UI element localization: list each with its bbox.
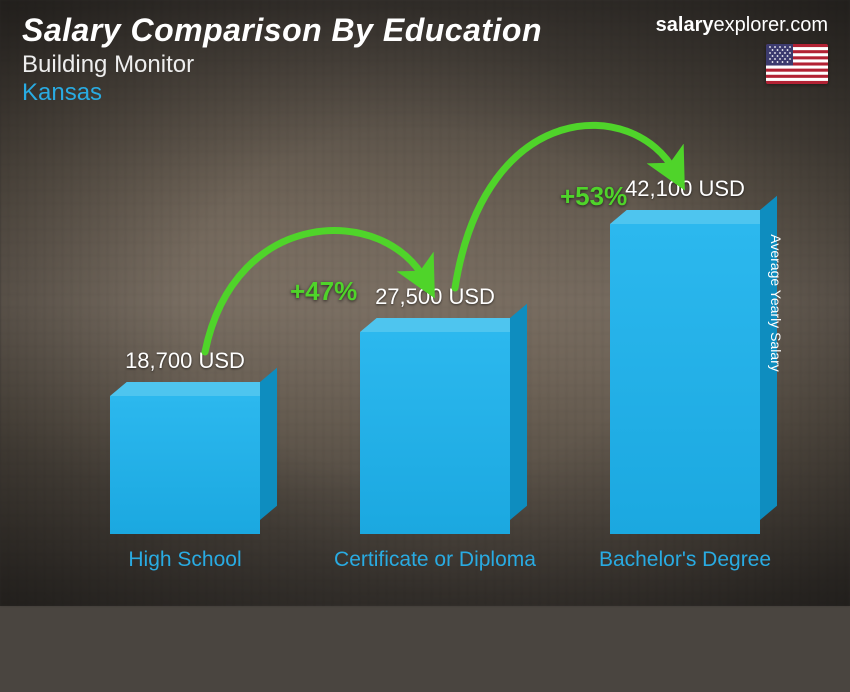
chart-location: Kansas (22, 79, 828, 107)
brand-rest: explorer.com (714, 14, 829, 36)
brand-watermark: salaryexplorer.com (656, 14, 828, 37)
brand-bold: salary (656, 14, 714, 36)
country-flag-icon (766, 44, 828, 84)
growth-percent-label: +53% (560, 181, 627, 212)
bar-chart: 18,700 USD High School 27,500 USD Certif… (40, 86, 790, 586)
chart-subtitle: Building Monitor (22, 51, 828, 79)
growth-percent-label: +47% (290, 276, 357, 307)
y-axis-label: Average Yearly Salary (767, 234, 783, 372)
growth-arc (40, 86, 850, 692)
